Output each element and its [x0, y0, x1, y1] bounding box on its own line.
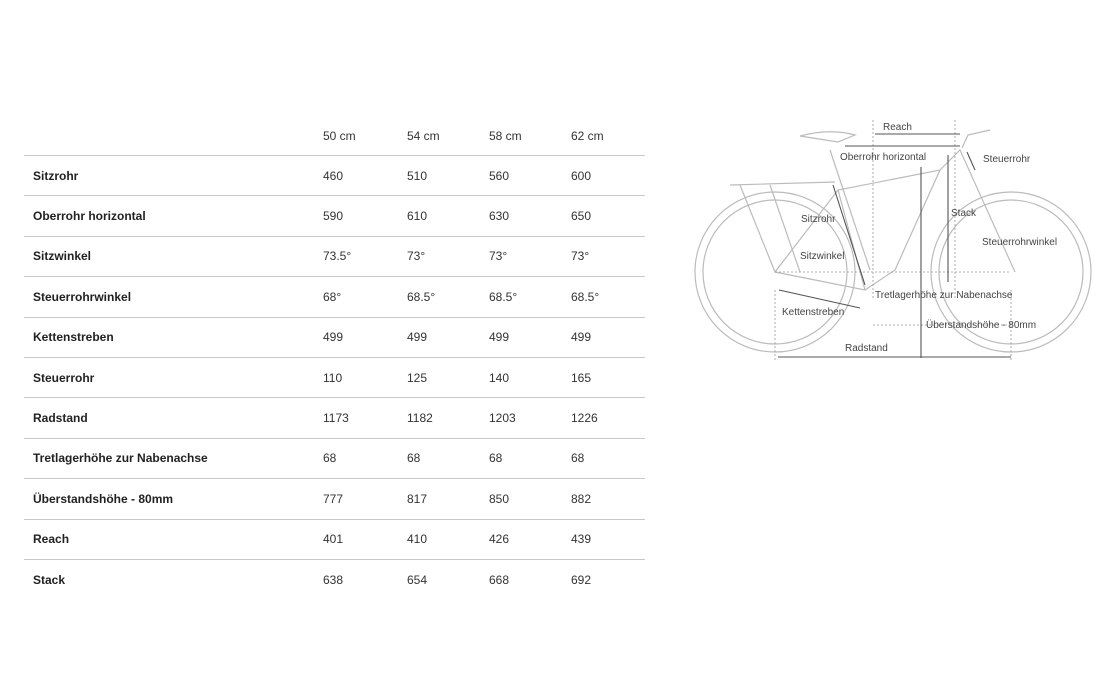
value-cell: 68	[323, 438, 407, 480]
value-cell: 850	[489, 478, 571, 520]
value-cell: 165	[571, 357, 645, 399]
value-cell: 817	[407, 478, 489, 520]
value-cell: 882	[571, 478, 645, 520]
value-cell: 140	[489, 357, 571, 399]
value-cell: 68.5°	[489, 276, 571, 318]
value-cell: 510	[407, 155, 489, 197]
row-label: Überstandshöhe - 80mm	[24, 478, 323, 520]
value-cell: 610	[407, 195, 489, 237]
value-cell: 125	[407, 357, 489, 399]
value-cell: 410	[407, 519, 489, 560]
value-cell: 650	[571, 195, 645, 237]
table-row: Sitzrohr 460 510 560 600	[24, 155, 645, 197]
label-radstand: Radstand	[845, 343, 888, 354]
header-label-cell	[24, 117, 323, 156]
table-row: Kettenstreben 499 499 499 499	[24, 317, 645, 358]
table-row: Steuerrohrwinkel 68° 68.5° 68.5° 68.5°	[24, 276, 645, 318]
label-sitzwinkel: Sitzwinkel	[800, 251, 844, 262]
value-cell: 499	[407, 317, 489, 358]
row-label: Sitzrohr	[24, 155, 323, 197]
value-cell: 668	[489, 572, 510, 587]
value-cell: 460	[323, 155, 407, 197]
value-cell: 68°	[323, 276, 407, 318]
label-steuerrohrwinkel: Steuerrohrwinkel	[982, 237, 1057, 248]
guide-lines	[774, 120, 1012, 360]
table-row: Sitzwinkel 73.5° 73° 73° 73°	[24, 236, 645, 278]
row-label: Sitzwinkel	[24, 236, 323, 278]
row-label: Steuerrohr	[24, 357, 323, 399]
row-label: Oberrohr horizontal	[24, 195, 323, 237]
value-cell: 499	[323, 317, 407, 358]
value-cell: 68.5°	[407, 276, 489, 318]
size-header: 54 cm	[407, 117, 489, 156]
value-cell: 1203	[489, 397, 571, 439]
value-cell: 499	[489, 317, 571, 358]
label-stack: Stack	[951, 208, 977, 219]
value-cell: 73°	[489, 236, 571, 278]
value-cell: 1226	[571, 397, 645, 439]
table-row: Überstandshöhe - 80mm 777 817 850 882	[24, 478, 645, 520]
value-cell: 777	[323, 478, 407, 520]
table-row: Oberrohr horizontal 590 610 630 650	[24, 195, 645, 237]
label-ueberstand: Überstandshöhe - 80mm	[926, 319, 1036, 331]
dimension-arrows	[778, 133, 1011, 358]
table-header-row: 50 cm 54 cm 58 cm 62 cm	[24, 117, 645, 156]
row-label: Reach	[24, 519, 323, 560]
label-sitzrohr: Sitzrohr	[801, 214, 836, 225]
label-reach: Reach	[883, 122, 912, 133]
value-cell: 630	[489, 195, 571, 237]
value-cell: 68	[489, 438, 571, 480]
value-cell: 73.5°	[323, 236, 407, 278]
geometry-table: 50 cm 54 cm 58 cm 62 cm Sitzrohr 460 510 56…	[24, 117, 645, 599]
row-label: Kettenstreben	[24, 317, 323, 358]
row-label: Steuerrohrwinkel	[24, 276, 323, 318]
value-cell: 1182	[407, 397, 489, 439]
table-row: Stack 638 654 668 692	[24, 559, 645, 599]
table-row: Tretlagerhöhe zur Nabenachse 68 68 68 68	[24, 438, 645, 480]
value-cell: 401	[323, 519, 407, 560]
value-cell: 110	[323, 357, 407, 399]
value-cell: 654	[407, 572, 428, 587]
value-cell: 68.5°	[571, 276, 645, 318]
table-row: Reach 401 410 426 439	[24, 519, 645, 560]
row-label: Radstand	[24, 397, 323, 439]
value-cell: 73°	[571, 236, 645, 278]
size-header: 50 cm	[323, 117, 407, 156]
value-cell: 499	[571, 317, 645, 358]
value-cell: 439	[571, 519, 645, 560]
value-cell: 692	[571, 572, 592, 587]
label-oberrohr: Oberrohr horizontal	[840, 152, 926, 163]
label-tretlager: Tretlagerhöhe zur Nabenachse	[875, 290, 1013, 301]
label-kettenstreben: Kettenstreben	[782, 307, 844, 318]
size-header: 62 cm	[571, 117, 645, 156]
row-label: Stack	[33, 572, 66, 587]
value-cell: 68	[407, 438, 489, 480]
label-steuerrohr: Steuerrohr	[983, 154, 1031, 165]
value-cell: 638	[323, 572, 344, 587]
row-label: Tretlagerhöhe zur Nabenachse	[24, 438, 323, 480]
table-row: Radstand 1173 1182 1203 1226	[24, 397, 645, 439]
value-cell: 68	[571, 438, 645, 480]
value-cell: 73°	[407, 236, 489, 278]
value-cell: 560	[489, 155, 571, 197]
value-cell: 1173	[323, 397, 407, 439]
value-cell: 426	[489, 519, 571, 560]
value-cell: 600	[571, 155, 645, 197]
value-cell: 590	[323, 195, 407, 237]
size-header: 58 cm	[489, 117, 571, 156]
table-row: Steuerrohr 110 125 140 165	[24, 357, 645, 399]
